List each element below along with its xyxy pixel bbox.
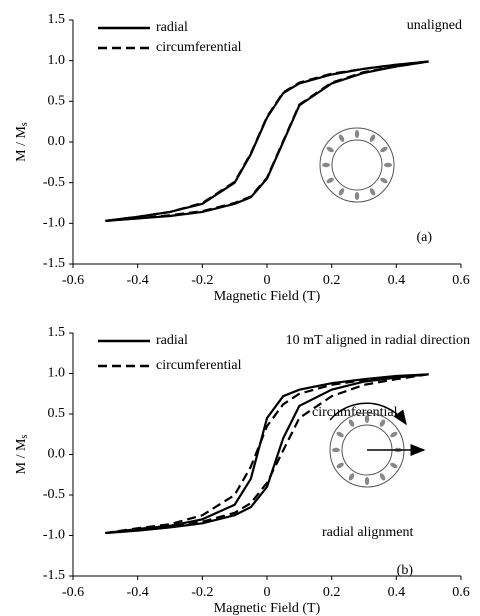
ring-icons (319, 127, 426, 488)
x-tick-label: 0.2 (323, 273, 341, 288)
x-tick-label: -0.4 (127, 585, 149, 600)
particle (384, 162, 392, 168)
legend-label: circumferential (156, 40, 242, 55)
particle (354, 130, 360, 138)
y-label-sub: s (19, 435, 30, 439)
particle (338, 134, 345, 142)
series-line (105, 373, 429, 535)
annotation: (b) (397, 563, 414, 578)
particle (364, 415, 370, 423)
y-tick-label: -0.5 (43, 175, 65, 190)
y-tick-label: -1.5 (43, 256, 65, 271)
y-tick-label: 1.0 (48, 53, 66, 68)
x-tick-label: 0.4 (388, 273, 406, 288)
x-axis-label: Magnetic Field (T) (214, 289, 321, 304)
y-tick-label: 1.5 (48, 325, 66, 340)
particle (380, 146, 388, 153)
x-tick-label: 0.6 (452, 585, 470, 600)
particle (326, 146, 334, 153)
x-tick-label: 0.6 (452, 273, 470, 288)
particle (380, 177, 388, 184)
particle (348, 473, 355, 481)
particle (348, 419, 355, 427)
particle (390, 462, 398, 469)
y-tick-label: 0.5 (48, 406, 66, 421)
y-tick-label: 0.0 (48, 447, 66, 462)
y-tick-label: 1.5 (48, 12, 66, 27)
y-axis-label: M / Ms (14, 122, 30, 162)
x-tick-label: -0.4 (127, 273, 149, 288)
legend-label: radial (156, 20, 188, 35)
series-line (105, 60, 429, 222)
series-line (105, 60, 429, 222)
particle (332, 447, 340, 453)
y-label-main: M / M (14, 126, 29, 162)
y-tick-label: -1.0 (43, 216, 65, 231)
particle (379, 419, 386, 427)
particle (322, 162, 330, 168)
annotation: (a) (416, 230, 432, 245)
y-axis-label: M / Ms (14, 435, 30, 475)
annotation: radial alignment (322, 525, 413, 540)
annotation: unaligned (407, 18, 462, 33)
series-line (105, 373, 429, 535)
particle (354, 192, 360, 200)
x-tick-label: 0.4 (388, 585, 406, 600)
ring-inner (331, 139, 383, 191)
x-tick-label: 0.2 (323, 585, 341, 600)
y-tick-label: -0.5 (43, 487, 65, 502)
particle (379, 473, 386, 481)
x-tick-label: 0 (264, 585, 271, 600)
particle (336, 462, 344, 469)
particle (390, 431, 398, 438)
particle (369, 188, 376, 196)
y-tick-label: -1.0 (43, 528, 65, 543)
y-tick-label: 0.0 (48, 134, 66, 149)
x-tick-label: -0.2 (191, 273, 213, 288)
legend-label: radial (156, 333, 188, 348)
x-tick-label: 0 (264, 273, 271, 288)
legend-label: circumferential (156, 358, 242, 373)
x-tick-label: -0.6 (62, 273, 84, 288)
y-label-sub: s (19, 122, 30, 126)
particle (326, 177, 334, 184)
y-tick-label: -1.5 (43, 568, 65, 583)
y-label-main: M / M (14, 438, 29, 474)
particle (336, 431, 344, 438)
y-tick-label: 1.0 (48, 366, 66, 381)
annotation: 10 mT aligned in radial direction (286, 333, 470, 348)
particle (369, 134, 376, 142)
x-axis-label: Magnetic Field (T) (214, 601, 321, 616)
x-tick-label: -0.2 (191, 585, 213, 600)
arrow-circumferential (329, 402, 407, 426)
particle (338, 188, 345, 196)
x-tick-label: -0.6 (62, 585, 84, 600)
y-tick-label: 0.5 (48, 94, 66, 109)
particle (364, 477, 370, 485)
ring-outer (319, 127, 395, 203)
